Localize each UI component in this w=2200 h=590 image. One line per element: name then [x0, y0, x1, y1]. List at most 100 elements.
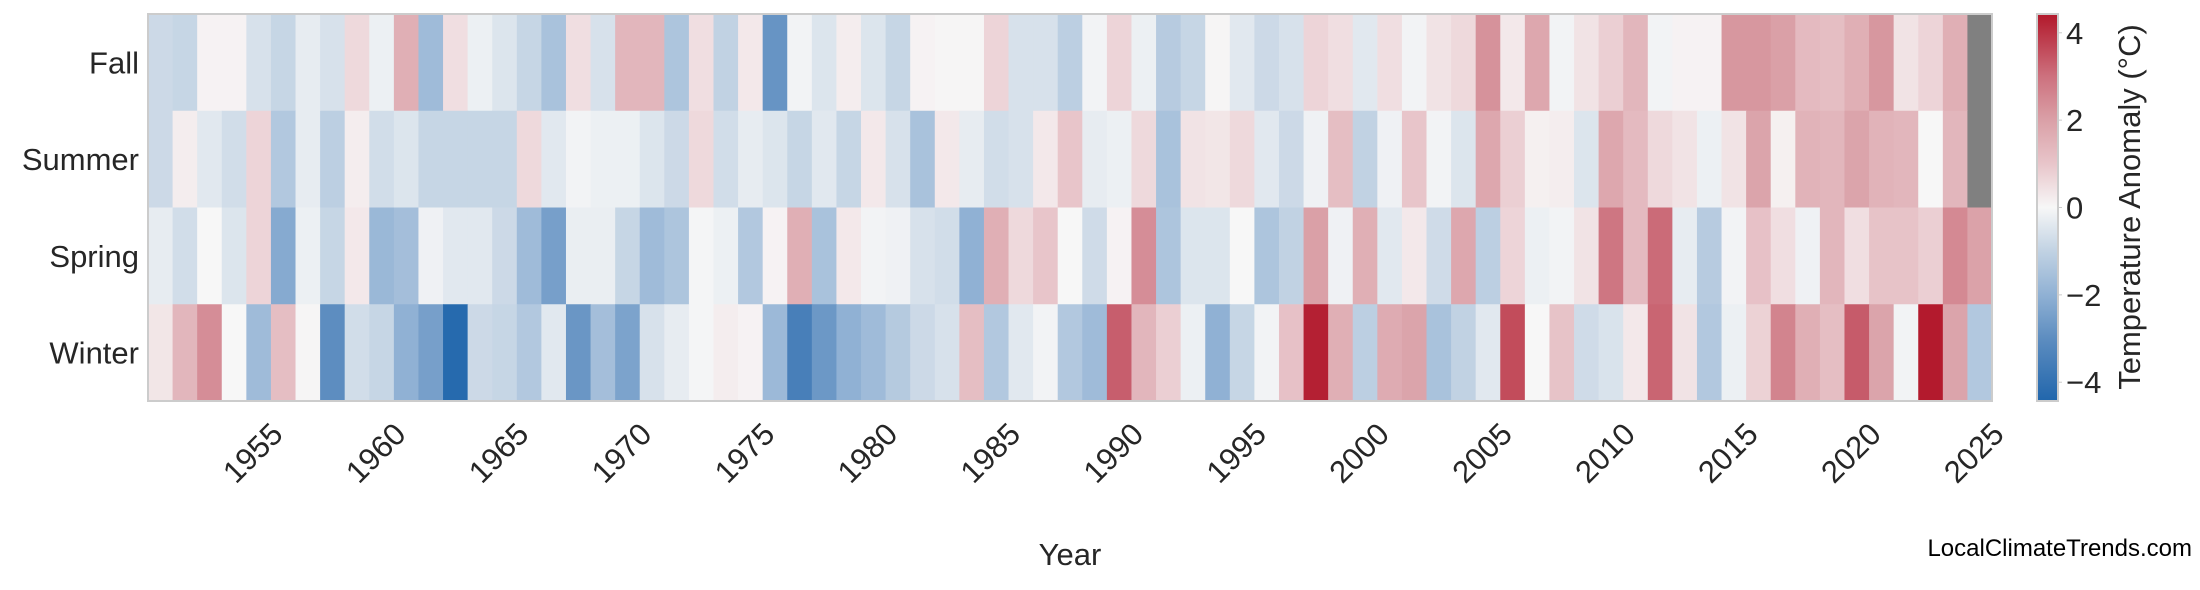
heatmap-cell-spring-1971	[639, 207, 665, 305]
heatmap-cell-summer-1993	[1180, 110, 1206, 209]
heatmap-cell-spring-1972	[664, 207, 690, 305]
heatmap-cell-spring-2010	[1598, 207, 1624, 305]
heatmap-cell-fall-1953	[197, 14, 223, 112]
x-tick-label: 1970	[585, 416, 659, 490]
heatmap-cell-winter-1964	[467, 304, 493, 402]
heatmap-cell-spring-2024	[1942, 207, 1969, 305]
heatmap-cell-winter-1972	[664, 304, 690, 402]
heatmap-cell-spring-1983	[934, 207, 960, 305]
heatmap-cell-summer-1992	[1156, 110, 1182, 209]
heatmap-cell-summer-2005	[1475, 110, 1501, 209]
heatmap-cell-summer-1978	[811, 110, 838, 209]
heatmap-cell-winter-2006	[1500, 304, 1526, 402]
x-tick-label: 2005	[1445, 416, 1519, 490]
heatmap-cell-fall-1972	[664, 14, 690, 112]
heatmap-cell-fall-1995	[1229, 14, 1255, 112]
heatmap-cell-fall-2020	[1844, 14, 1870, 112]
heatmap-cell-winter-1980	[861, 304, 887, 402]
heatmap-cell-summer-1970	[615, 110, 641, 209]
heatmap-cell-winter-1988	[1057, 304, 1083, 402]
heatmap-cell-winter-1991	[1131, 304, 1157, 402]
heatmap-cell-spring-1998	[1303, 207, 1329, 305]
heatmap-cell-summer-1999	[1328, 110, 1354, 209]
heatmap-cell-spring-1997	[1278, 207, 1305, 305]
heatmap-cell-fall-2003	[1426, 14, 1452, 112]
heatmap-cell-summer-2025	[1967, 110, 1993, 209]
heatmap-cell-summer-1981	[885, 110, 911, 209]
heatmap-cell-summer-1976	[762, 110, 788, 209]
heatmap-cell-summer-1991	[1131, 110, 1157, 209]
heatmap-cell-spring-1963	[443, 207, 469, 305]
heatmap-cell-fall-2001	[1377, 14, 1403, 112]
heatmap-cell-winter-1975	[738, 304, 764, 402]
heatmap-cell-winter-2008	[1549, 304, 1575, 402]
heatmap-cell-winter-1959	[344, 304, 370, 402]
heatmap-cell-spring-2019	[1819, 207, 1846, 305]
heatmap-cell-spring-1966	[516, 207, 542, 305]
heatmap-cell-fall-1970	[615, 14, 641, 112]
heatmap-cell-fall-1979	[836, 14, 862, 112]
x-tick-label: 1980	[831, 416, 905, 490]
heatmap-cell-summer-1967	[541, 110, 567, 209]
heatmap-cell-spring-1955	[246, 207, 272, 305]
heatmap-cell-fall-1981	[885, 14, 911, 112]
heatmap-cell-fall-1964	[467, 14, 493, 112]
heatmap-cell-winter-1994	[1205, 304, 1231, 402]
heatmap-cell-summer-2004	[1451, 110, 1477, 209]
heatmap-cell-spring-1991	[1131, 207, 1157, 305]
heatmap-cell-winter-1973	[688, 304, 715, 402]
heatmap-cell-winter-2013	[1672, 304, 1698, 402]
colorbar-tick-label: 0	[2066, 191, 2083, 226]
heatmap-cell-spring-2015	[1721, 207, 1747, 305]
heatmap-cell-winter-1971	[639, 304, 665, 402]
y-tick-label: Fall	[89, 45, 139, 80]
heatmap-cell-summer-1961	[393, 110, 420, 209]
heatmap-cell-winter-2025	[1967, 304, 1993, 402]
heatmap-cell-summer-2011	[1623, 110, 1649, 209]
heatmap-cell-winter-1996	[1254, 304, 1280, 402]
heatmap-cell-winter-1998	[1303, 304, 1329, 402]
heatmap-cell-winter-2003	[1426, 304, 1452, 402]
x-tick-label: 2015	[1691, 416, 1765, 490]
heatmap-cell-winter-1954	[221, 304, 247, 402]
heatmap-cell-spring-1984	[959, 207, 985, 305]
heatmap-cell-summer-2008	[1549, 110, 1575, 209]
heatmap-cell-fall-1991	[1131, 14, 1157, 112]
colorbar-tick-label: −2	[2066, 278, 2101, 313]
heatmap-cell-fall-1966	[516, 14, 542, 112]
heatmap-cell-fall-1957	[295, 14, 321, 112]
heatmap-cell-spring-2008	[1549, 207, 1575, 305]
x-tick-label: 2000	[1322, 416, 1396, 490]
heatmap-cell-winter-2012	[1647, 304, 1673, 402]
heatmap-cell-winter-1982	[910, 304, 936, 402]
heatmap-cell-fall-2022	[1893, 14, 1919, 112]
heatmap-cell-winter-1960	[369, 304, 395, 402]
heatmap-cell-summer-1989	[1082, 110, 1108, 209]
x-tick-label: 1995	[1200, 416, 1274, 490]
heatmap-cell-fall-1997	[1278, 14, 1305, 112]
heatmap-cell-spring-1974	[713, 207, 739, 305]
heatmap-cell-summer-2013	[1672, 110, 1698, 209]
heatmap-cell-winter-2015	[1721, 304, 1747, 402]
heatmap-cell-fall-1975	[738, 14, 764, 112]
heatmap-cell-spring-2006	[1500, 207, 1526, 305]
heatmap-cell-winter-2018	[1795, 304, 1821, 402]
heatmap-cell-winter-2010	[1598, 304, 1624, 402]
heatmap-cell-summer-1958	[320, 110, 346, 209]
heatmap-cell-fall-2012	[1647, 14, 1673, 112]
heatmap-cell-spring-1965	[492, 207, 518, 305]
heatmap-cell-winter-1969	[590, 304, 616, 402]
heatmap-cell-fall-1989	[1082, 14, 1108, 112]
heatmap-cell-spring-2007	[1524, 207, 1551, 305]
heatmap-cell-spring-1968	[565, 207, 592, 305]
heatmap-cell-spring-1959	[344, 207, 370, 305]
heatmap-cell-winter-1990	[1106, 304, 1133, 402]
heatmap-cell-summer-1966	[516, 110, 542, 209]
heatmap-cell-winter-1983	[934, 304, 960, 402]
heatmap-cell-winter-1965	[492, 304, 518, 402]
heatmap-cell-fall-1967	[541, 14, 567, 112]
heatmap-cell-fall-2025	[1967, 14, 1993, 112]
heatmap-cell-fall-2002	[1401, 14, 1428, 112]
heatmap-cell-fall-1963	[443, 14, 469, 112]
heatmap-cell-winter-1989	[1082, 304, 1108, 402]
